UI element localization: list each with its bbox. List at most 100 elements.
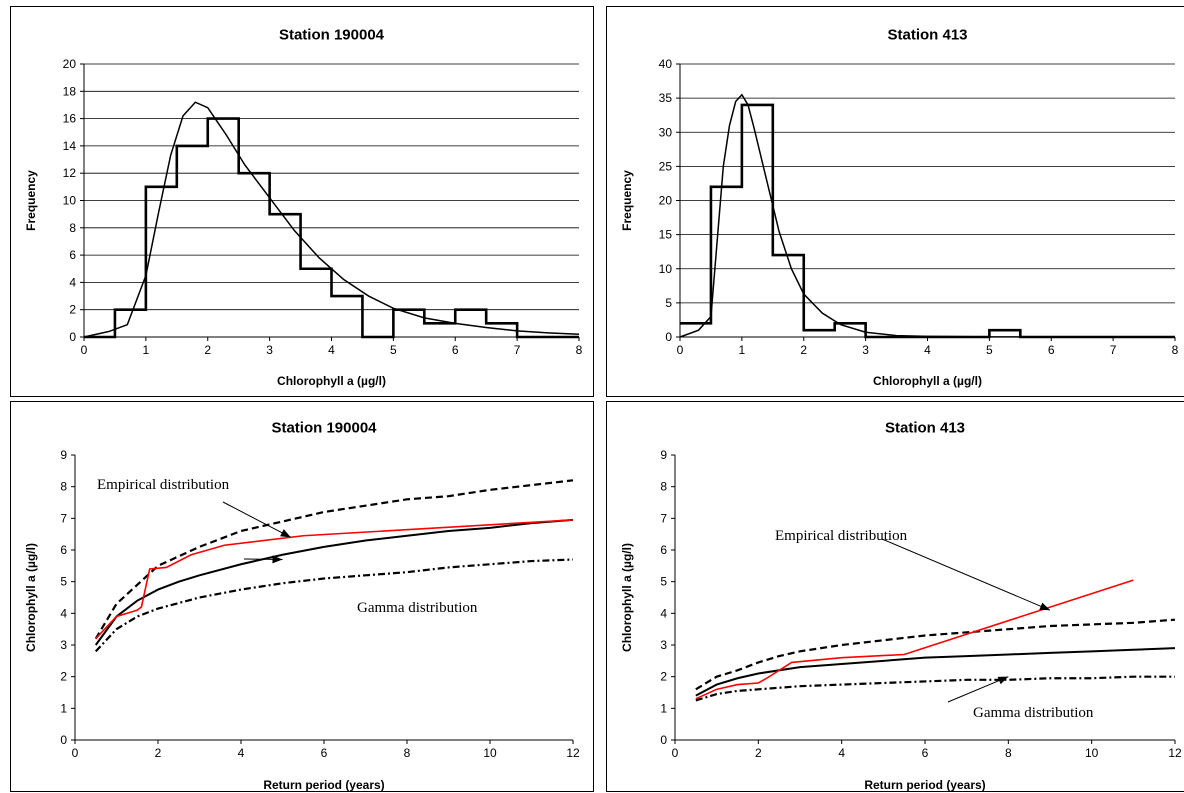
x-tick-label: 4 (924, 343, 931, 357)
annotation-arrow (947, 676, 1009, 703)
x-tick-label: 12 (566, 746, 580, 760)
return-period-panel-station-413: Station 413 0 1 2 3 4 5 6 7 8 9 0 2 4 6 8 10 12 Return per… (606, 401, 1184, 792)
annotation-arrowhead (272, 555, 283, 564)
x-tick-label: 12 (1168, 746, 1182, 760)
y-axis-title: Frequency (24, 170, 38, 231)
x-tick-label: 3 (266, 343, 273, 357)
y-tick-label: 35 (659, 91, 673, 105)
y-tick-label: 3 (60, 638, 67, 652)
y-tick-label: 7 (60, 511, 67, 525)
annotation-label: Empirical distribution (97, 477, 230, 493)
y-tick-label: 2 (69, 303, 76, 317)
dashed-lower-series (94, 558, 574, 653)
x-tick-label: 0 (72, 746, 79, 760)
x-tick-label: 8 (404, 746, 411, 760)
y-axis-title: Chlorophyll a (µg/l) (24, 543, 38, 652)
x-tick-label: 6 (922, 746, 929, 760)
y-tick-label: 6 (660, 543, 667, 557)
y-tick-label: 3 (660, 638, 667, 652)
y-tick-label: 2 (660, 670, 667, 684)
y-tick-label: 16 (63, 112, 77, 126)
fitted-curve-series (679, 93, 1175, 338)
y-tick-label: 9 (60, 448, 67, 462)
y-tick-label: 5 (660, 575, 667, 589)
x-tick-label: 0 (672, 746, 679, 760)
annotation-arrow (881, 538, 1051, 611)
x-tick-label: 7 (1110, 343, 1117, 357)
x-tick-label: 5 (986, 343, 993, 357)
x-tick-label: 4 (838, 746, 845, 760)
y-tick-label: 9 (660, 448, 667, 462)
y-tick-label: 10 (659, 262, 673, 276)
solid-black-series (695, 647, 1176, 697)
chart-title: Station 413 (887, 26, 967, 43)
y-tick-label: 5 (60, 575, 67, 589)
x-tick-label: 2 (800, 343, 807, 357)
x-tick-label: 0 (677, 343, 684, 357)
x-tick-label: 8 (1172, 343, 1179, 357)
fitted-curve-series (83, 101, 580, 338)
x-axis-title: Chlorophyll a (µg/l) (873, 374, 982, 388)
x-tick-label: 6 (321, 746, 328, 760)
y-tick-label: 10 (63, 194, 77, 208)
return-period-panel-station-190004: Station 190004 0 1 2 3 4 5 6 7 8 9 0 2 4 6 8 10 12 Return … (10, 401, 594, 792)
y-tick-label: 1 (60, 701, 67, 715)
y-axis-title: Chlorophyll a (µg/l) (620, 543, 634, 652)
x-tick-label: 10 (483, 746, 497, 760)
dashed-upper-series (94, 479, 574, 640)
y-tick-label: 5 (665, 296, 672, 310)
y-tick-label: 30 (659, 125, 673, 139)
chart-title: Station 190004 (271, 419, 377, 436)
y-tick-label: 14 (63, 139, 77, 153)
y-tick-label: 4 (69, 275, 76, 289)
histogram-panel-station-190004: Station 190004 0 2 4 6 8 10 12 14 16 18 20 0 1 2 3 4 5 6 7 8… (10, 6, 594, 397)
x-tick-label: 10 (1085, 746, 1099, 760)
y-tick-label: 20 (63, 57, 77, 71)
annotation-arrowhead (997, 676, 1009, 685)
x-axis-title: Chlorophyll a (µg/l) (277, 374, 386, 388)
dashed-upper-series (695, 618, 1176, 691)
histogram-chart-station-413: Station 413 0 5 10 15 20 25 30 35 40 0 1 2 3 4 5 6 7 8 Chlo… (620, 26, 1179, 388)
x-tick-label: 7 (514, 343, 521, 357)
x-tick-label: 1 (739, 343, 746, 357)
x-tick-label: 1 (143, 343, 150, 357)
y-tick-label: 20 (659, 194, 673, 208)
y-tick-label: 2 (60, 670, 67, 684)
chart-title: Station 413 (885, 419, 965, 436)
y-tick-label: 0 (60, 733, 67, 747)
y-tick-label: 18 (63, 84, 77, 98)
x-tick-label: 4 (328, 343, 335, 357)
annotation-arrowhead (1039, 602, 1050, 611)
x-tick-label: 3 (862, 343, 869, 357)
annotation-arrowhead (280, 529, 291, 538)
x-axis-title: Return period (years) (864, 778, 985, 792)
annotation-label: Empirical distribution (775, 528, 908, 544)
solid-black-series (94, 518, 574, 646)
y-tick-label: 8 (69, 221, 76, 235)
x-axis-title: Return period (years) (263, 778, 384, 792)
y-tick-label: 4 (60, 606, 67, 620)
chart-title: Station 190004 (279, 26, 385, 43)
y-tick-label: 0 (660, 733, 667, 747)
x-tick-label: 6 (452, 343, 459, 357)
x-tick-label: 2 (204, 343, 211, 357)
x-tick-label: 2 (755, 746, 762, 760)
solid-red-series (95, 519, 574, 640)
y-tick-label: 4 (660, 606, 667, 620)
x-tick-label: 2 (155, 746, 162, 760)
y-tick-label: 7 (660, 511, 667, 525)
x-tick-label: 0 (81, 343, 88, 357)
y-tick-label: 40 (659, 57, 673, 71)
y-tick-label: 25 (659, 159, 673, 173)
y-tick-label: 6 (69, 248, 76, 262)
y-tick-label: 15 (659, 228, 673, 242)
histogram-panel-station-413: Station 413 0 5 10 15 20 25 30 35 40 0 1 2 3 4 5 6 7 8 Chlo… (606, 6, 1184, 397)
annotation-label: Gamma distribution (973, 705, 1094, 721)
solid-red-series (695, 579, 1134, 700)
x-tick-label: 4 (238, 746, 245, 760)
dashed-lower-series (695, 675, 1175, 702)
y-tick-label: 1 (660, 701, 667, 715)
y-tick-label: 0 (69, 330, 76, 344)
